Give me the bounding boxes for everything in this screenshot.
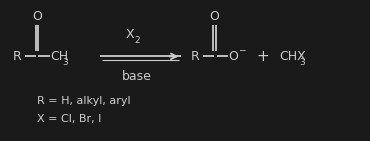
Text: X = Cl, Br, I: X = Cl, Br, I (37, 114, 101, 124)
Text: R: R (191, 50, 199, 63)
Text: +: + (256, 49, 269, 64)
Text: O: O (229, 50, 239, 63)
Text: O: O (210, 10, 219, 23)
Text: CH: CH (51, 50, 69, 63)
Text: base: base (122, 70, 152, 83)
Text: 3: 3 (62, 58, 68, 67)
Text: CHX: CHX (279, 50, 306, 63)
Text: 2: 2 (135, 36, 140, 45)
Text: 3: 3 (299, 58, 305, 67)
Text: O: O (32, 10, 42, 23)
Text: −: − (238, 46, 245, 55)
Text: R: R (13, 50, 22, 63)
Text: R = H, alkyl, aryl: R = H, alkyl, aryl (37, 96, 131, 106)
Text: X: X (126, 28, 134, 41)
